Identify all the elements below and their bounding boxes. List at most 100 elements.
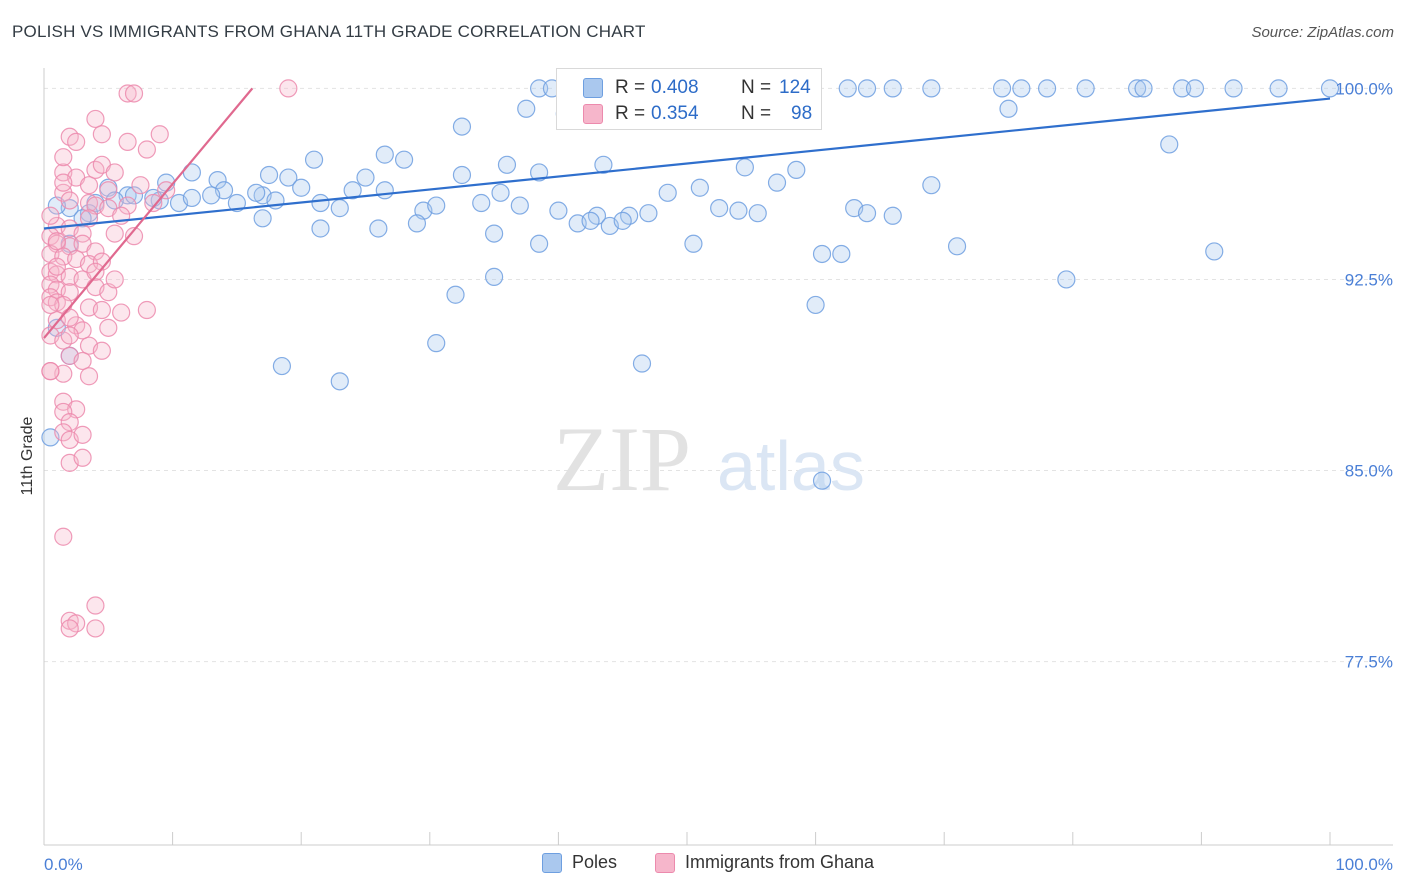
ghana-point [41, 362, 60, 381]
ghana-point [150, 125, 169, 144]
poles-point [1057, 270, 1076, 289]
legend-row-poles: R = 0.408 N = 124 [557, 74, 823, 102]
poles-point [1160, 135, 1179, 154]
ghana-point [54, 423, 73, 442]
legend-ghana-r-value: 0.354 [651, 103, 699, 124]
poles-point [857, 204, 877, 223]
ghana-point [79, 176, 99, 195]
legend-swatch-ghana [583, 104, 603, 124]
poles-point [259, 165, 279, 185]
ghana-point [54, 183, 73, 202]
poles-point [594, 155, 613, 174]
poles-point [530, 234, 549, 253]
poles-point [73, 209, 92, 228]
y-axis-label: 11th Grade [19, 416, 36, 495]
legend-poles-n-value: 124 [779, 77, 811, 98]
poles-point [1173, 79, 1192, 98]
legend-poles-n-label: N = [741, 77, 772, 98]
poles-point [806, 295, 825, 315]
poles-point [710, 199, 729, 218]
bottom-legend-label-ghana: Immigrants from Ghana [685, 852, 875, 872]
ghana-point [60, 326, 79, 345]
poles-point [472, 193, 491, 213]
poles-point [581, 211, 600, 230]
axes [43, 68, 1393, 846]
poles-point [690, 178, 709, 197]
poles-point [491, 183, 510, 202]
poles-point [632, 354, 652, 373]
poles-point [279, 168, 298, 187]
ghana-point [105, 224, 124, 243]
y-tick-labels: 100.0% 92.5% 85.0% 77.5% [1335, 79, 1393, 671]
ghana-point [73, 351, 92, 371]
correlation-legend: R = 0.408 N = 124 R = 0.354 N = 98 [556, 68, 822, 130]
poles-point [292, 178, 311, 197]
ghana-point [54, 173, 73, 192]
poles-point [838, 79, 857, 98]
x-tick-label: 0.0% [44, 855, 83, 874]
ghana-point [73, 448, 92, 467]
ghana-point [60, 191, 79, 210]
ghana-point [99, 318, 118, 337]
ghana-point [86, 619, 105, 638]
ghana-point [41, 295, 60, 315]
poles-point [812, 244, 832, 264]
poles-point [748, 204, 767, 223]
poles-point [517, 99, 536, 118]
bottom-legend: Poles Immigrants from Ghana [0, 852, 1406, 878]
bottom-legend-swatch-ghana [655, 852, 675, 873]
ghana-point [92, 341, 111, 360]
poles-point [1269, 79, 1288, 98]
poles-point [202, 186, 221, 205]
ghana-point [105, 163, 124, 182]
poles-point [1185, 79, 1205, 98]
poles-point [922, 176, 941, 195]
ghana-point [54, 402, 73, 422]
poles-point [356, 168, 375, 187]
ghana-point [60, 413, 79, 432]
poles-point [407, 214, 427, 233]
poles-point [227, 193, 246, 213]
poles-point [311, 193, 330, 213]
poles-point [311, 219, 330, 238]
poles-point [735, 158, 754, 177]
ghana-point [137, 300, 156, 320]
watermark-atlas: atlas [717, 427, 865, 505]
poles-point [208, 170, 227, 190]
poles-point [330, 199, 349, 218]
bottom-legend-ghana[interactable]: Immigrants from Ghana [655, 852, 874, 873]
ghana-point [41, 206, 60, 225]
poles-point [684, 234, 703, 253]
x-ticks [43, 832, 1331, 845]
poles-point [549, 201, 568, 220]
poles-point [1012, 79, 1031, 98]
poles-point [1320, 79, 1340, 98]
poles-point [1037, 79, 1057, 98]
poles-point [253, 209, 272, 228]
watermark: ZIP atlas [553, 408, 865, 510]
poles-point [613, 211, 632, 230]
bottom-legend-poles[interactable]: Poles [542, 852, 617, 873]
legend-row-ghana: R = 0.354 N = 98 [557, 100, 823, 128]
ghana-point [137, 140, 156, 159]
poles-point [330, 372, 349, 391]
x-tick-labels: 0.0% 100.0% [44, 855, 1393, 874]
poles-point [883, 79, 902, 98]
poles-point [530, 79, 549, 98]
ghana-point [105, 270, 124, 289]
chart-title: POLISH VS IMMIGRANTS FROM GHANA 11TH GRA… [12, 22, 646, 41]
ghana-point [118, 196, 137, 215]
poles-trend-line [43, 97, 1331, 230]
x-tick-label: 100.0% [1335, 855, 1393, 874]
ghana-point [131, 176, 150, 195]
legend-swatch-poles [583, 78, 603, 98]
poles-point [427, 334, 446, 353]
y-tick-label: 100.0% [1335, 79, 1393, 98]
poles-point [1134, 79, 1153, 98]
poles-point [343, 181, 362, 200]
y-tick-label: 85.0% [1345, 462, 1393, 481]
grid-lines [44, 87, 1393, 663]
poles-point [427, 196, 446, 215]
ghana-point [60, 308, 79, 327]
poles-point [1205, 242, 1224, 261]
